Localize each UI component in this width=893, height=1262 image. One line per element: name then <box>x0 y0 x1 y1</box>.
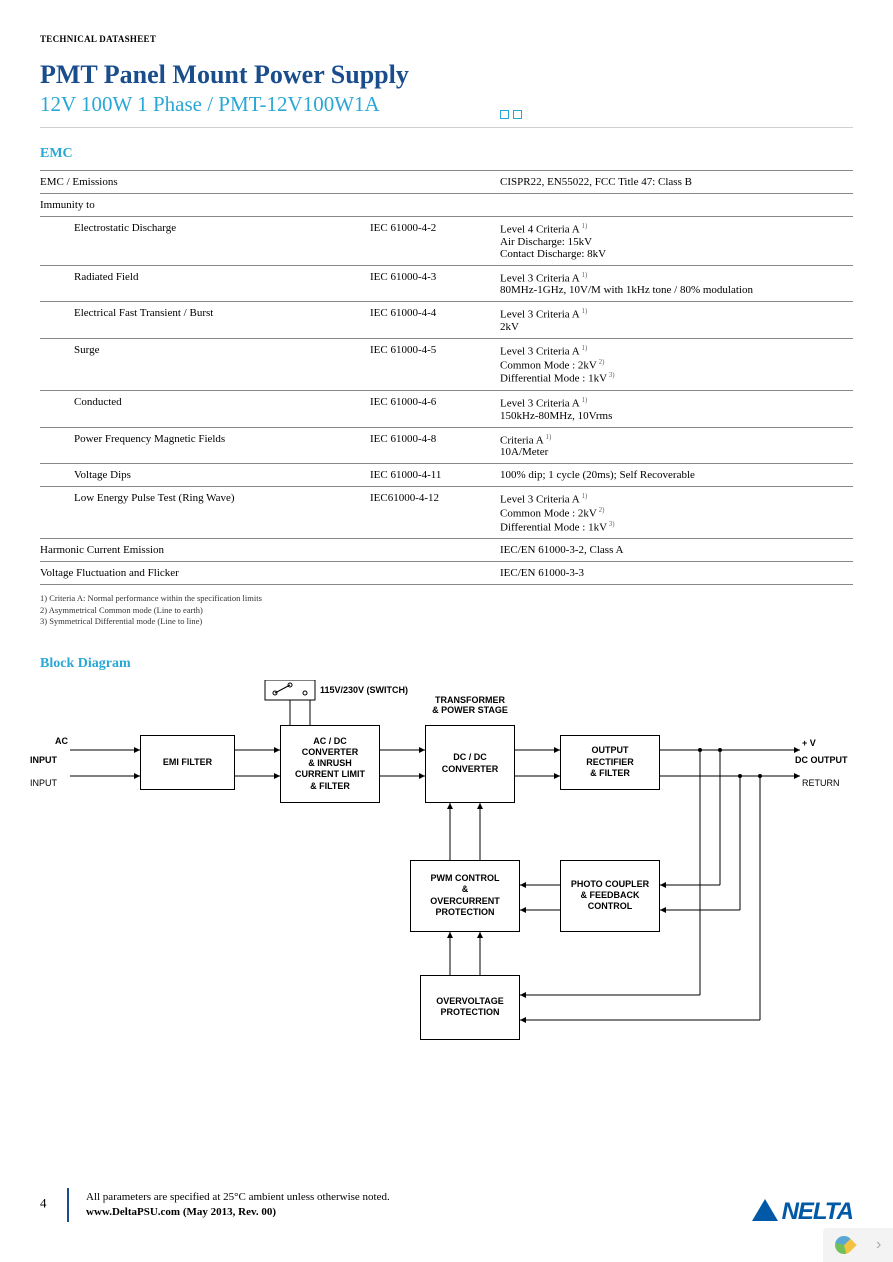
label-ac: AC <box>8 736 68 747</box>
label-input-bold: INPUT <box>30 755 57 766</box>
nav-indicator <box>500 110 522 119</box>
label-switch: 115V/230V (SWITCH) <box>320 685 408 696</box>
footnote-line: 3) Symmetrical Differential mode (Line t… <box>40 616 853 627</box>
label-return: RETURN <box>802 778 840 789</box>
chevron-right-icon[interactable]: › <box>876 1236 881 1254</box>
label-plus-v: + V <box>802 738 816 749</box>
table-row: Power Frequency Magnetic FieldsIEC 61000… <box>40 427 853 464</box>
table-row: Voltage Fluctuation and FlickerIEC/EN 61… <box>40 562 853 585</box>
footnote-line: 2) Asymmetrical Common mode (Line to ear… <box>40 605 853 616</box>
diagram-box-acdc: AC / DC CONVERTER & INRUSH CURRENT LIMIT… <box>280 725 380 803</box>
table-row: Voltage DipsIEC 61000-4-11100% dip; 1 cy… <box>40 464 853 487</box>
table-row: Radiated FieldIEC 61000-4-3Level 3 Crite… <box>40 265 853 302</box>
page-footer: 4 All parameters are specified at 25°C a… <box>40 1188 853 1222</box>
diagram-box-photo: PHOTO COUPLER & FEEDBACK CONTROL <box>560 860 660 932</box>
table-row: Low Energy Pulse Test (Ring Wave)IEC6100… <box>40 487 853 539</box>
table-row: Harmonic Current EmissionIEC/EN 61000-3-… <box>40 539 853 562</box>
block-diagram: AC INPUT INPUT 115V/230V (SWITCH) TRANSF… <box>40 680 853 1080</box>
emc-table: EMC / EmissionsCISPR22, EN55022, FCC Tit… <box>40 170 853 585</box>
diagram-box-rect: OUTPUT RECTIFIER & FILTER <box>560 735 660 790</box>
table-row: Electrical Fast Transient / BurstIEC 610… <box>40 302 853 339</box>
diagram-box-ovp: OVERVOLTAGE PROTECTION <box>420 975 520 1040</box>
footer-note: All parameters are specified at 25°C amb… <box>86 1191 390 1203</box>
table-row: SurgeIEC 61000-4-5Level 3 Criteria A 1)C… <box>40 338 853 390</box>
page-number: 4 <box>40 1196 47 1211</box>
label-transformer: TRANSFORMER & POWER STAGE <box>420 695 520 717</box>
table-row: Immunity to <box>40 194 853 217</box>
delta-logo: NELTA <box>752 1198 853 1226</box>
delta-triangle-icon <box>752 1199 778 1221</box>
label-dc-output: DC OUTPUT <box>795 755 848 766</box>
footnote-line: 1) Criteria A: Normal performance within… <box>40 593 853 604</box>
emc-section-heading: EMC <box>40 146 853 162</box>
diagram-box-emi: EMI FILTER <box>140 735 235 790</box>
block-diagram-heading: Block Diagram <box>40 656 853 672</box>
table-row: Electrostatic DischargeIEC 61000-4-2Leve… <box>40 217 853 266</box>
emc-footnotes: 1) Criteria A: Normal performance within… <box>40 593 853 627</box>
leaf-icon <box>831 1232 856 1257</box>
table-row: ConductedIEC 61000-4-6Level 3 Criteria A… <box>40 390 853 427</box>
diagram-box-dcdc: DC / DC CONVERTER <box>425 725 515 803</box>
viewer-widget[interactable]: › <box>823 1228 893 1262</box>
table-row: EMC / EmissionsCISPR22, EN55022, FCC Tit… <box>40 171 853 194</box>
label-input: INPUT <box>30 778 57 789</box>
footer-site: www.DeltaPSU.com (May 2013, Rev. 00) <box>86 1206 276 1218</box>
header-rule <box>40 127 853 128</box>
technical-datasheet-label: TECHNICAL DATASHEET <box>40 34 853 44</box>
page-subtitle: 12V 100W 1 Phase / PMT-12V100W1A <box>40 92 853 117</box>
diagram-box-pwm: PWM CONTROL & OVERCURRENT PROTECTION <box>410 860 520 932</box>
page-title: PMT Panel Mount Power Supply <box>40 60 853 90</box>
